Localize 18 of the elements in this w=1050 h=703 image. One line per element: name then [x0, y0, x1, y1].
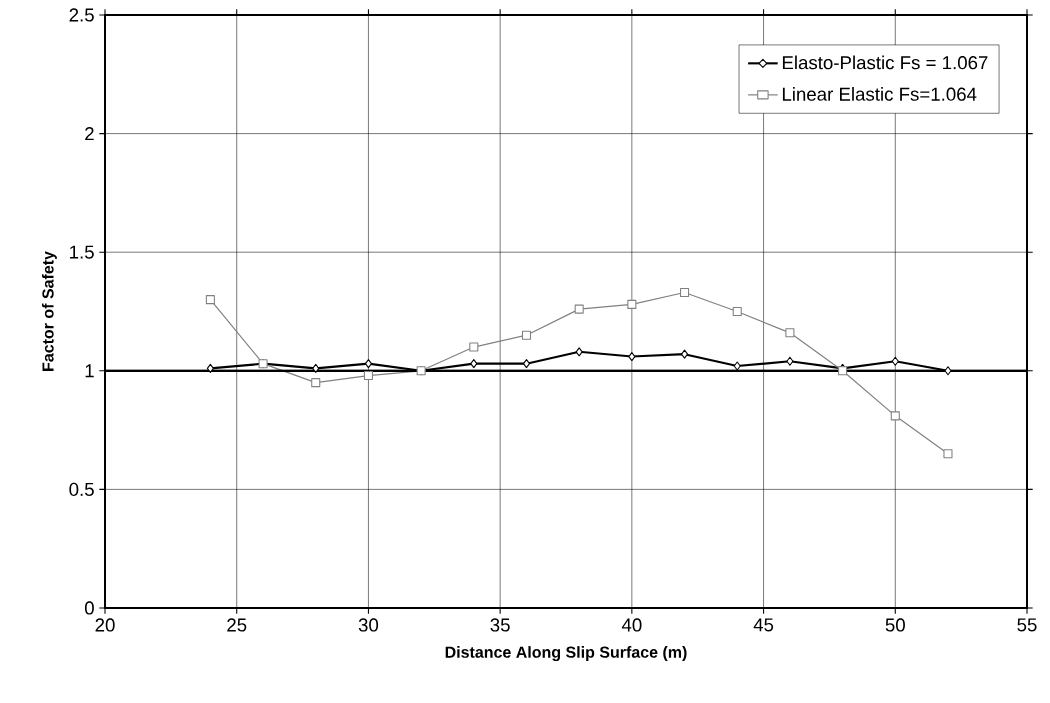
x-tick-label: 40 — [621, 618, 642, 632]
legend-label: Linear Elastic Fs=1.064 — [782, 87, 977, 101]
x-tick-label: 55 — [1017, 618, 1037, 632]
y-tick-label: 1.5 — [70, 245, 94, 259]
y-tick-label: 0 — [84, 601, 94, 615]
x-tick-label: 50 — [885, 618, 905, 632]
x-axis-title: Distance Along Slip Surface (m) — [445, 646, 687, 662]
x-tick-label: 45 — [753, 618, 774, 632]
x-tick-label: 30 — [358, 618, 379, 632]
y-tick-label: 2.5 — [69, 8, 94, 22]
x-tick-label: 25 — [227, 618, 247, 632]
y-tick-label: 0.5 — [69, 482, 94, 496]
y-tick-label: 1 — [85, 364, 94, 378]
y-tick-label: 2 — [85, 127, 94, 141]
x-tick-label: 20 — [95, 618, 115, 632]
legend-label: Elasto-Plastic Fs = 1.067 — [782, 55, 988, 70]
y-axis-title: Factor of Safety — [41, 251, 57, 371]
x-tick-label: 35 — [490, 618, 510, 632]
